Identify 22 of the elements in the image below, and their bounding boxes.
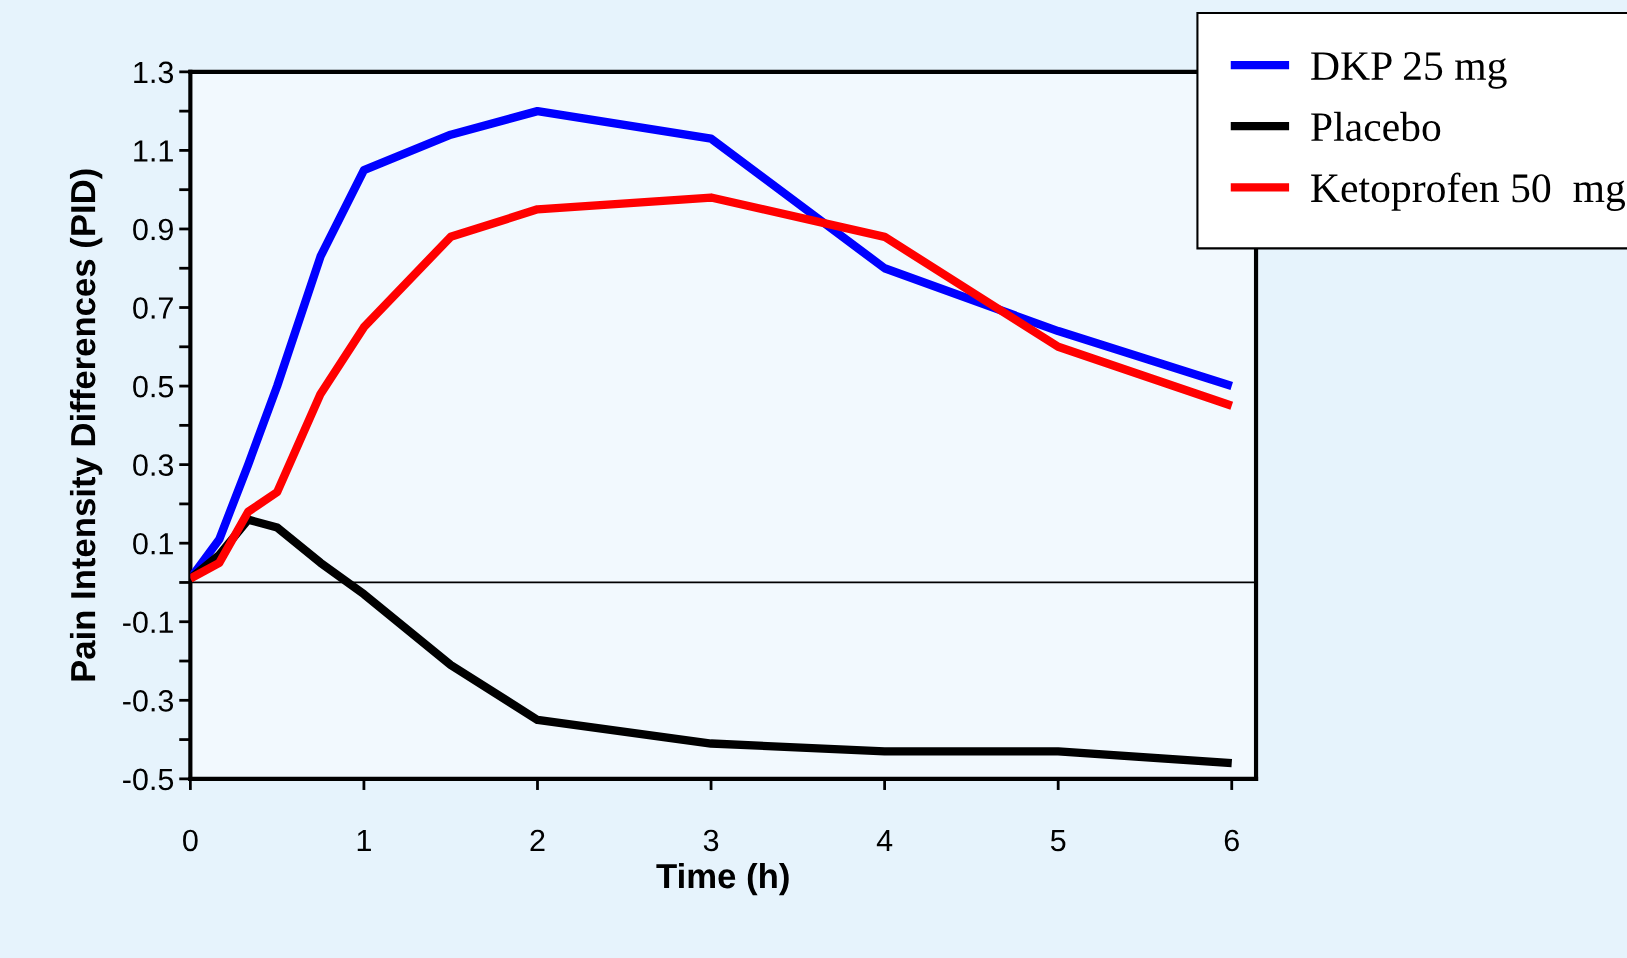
- x-tick-label: 2: [530, 829, 545, 851]
- y-tick-label: 1.1: [134, 140, 173, 162]
- y-tick-label: 0.5: [133, 375, 174, 398]
- y-tick-label: -0.5: [123, 768, 174, 791]
- x-axis-title: Time (h): [656, 862, 789, 896]
- x-tick-label: 6: [1224, 829, 1239, 852]
- x-tick-label: 3: [703, 829, 719, 852]
- x-tick-label: 0: [183, 829, 198, 852]
- y-tick-label: 0.1: [133, 532, 173, 555]
- x-tick-label: 1: [357, 829, 371, 851]
- y-tick-label: -0.3: [123, 690, 174, 712]
- legend-label: Ketoprofen 50 mg: [1311, 172, 1626, 211]
- y-tick-label: 0.3: [133, 454, 174, 476]
- legend-label: DKP 25 mg: [1311, 52, 1507, 89]
- y-tick-label: 0.9: [133, 218, 173, 241]
- x-tick-label: 4: [876, 829, 893, 851]
- y-tick-label: 1.3: [134, 61, 174, 84]
- x-tick-label: 5: [1050, 829, 1066, 852]
- y-tick-label: -0.1: [123, 611, 173, 634]
- y-axis-title: Pain Intensity Differences (PID): [69, 169, 103, 681]
- y-tick-label: 0.7: [133, 297, 173, 319]
- legend-label: Placebo: [1311, 111, 1441, 142]
